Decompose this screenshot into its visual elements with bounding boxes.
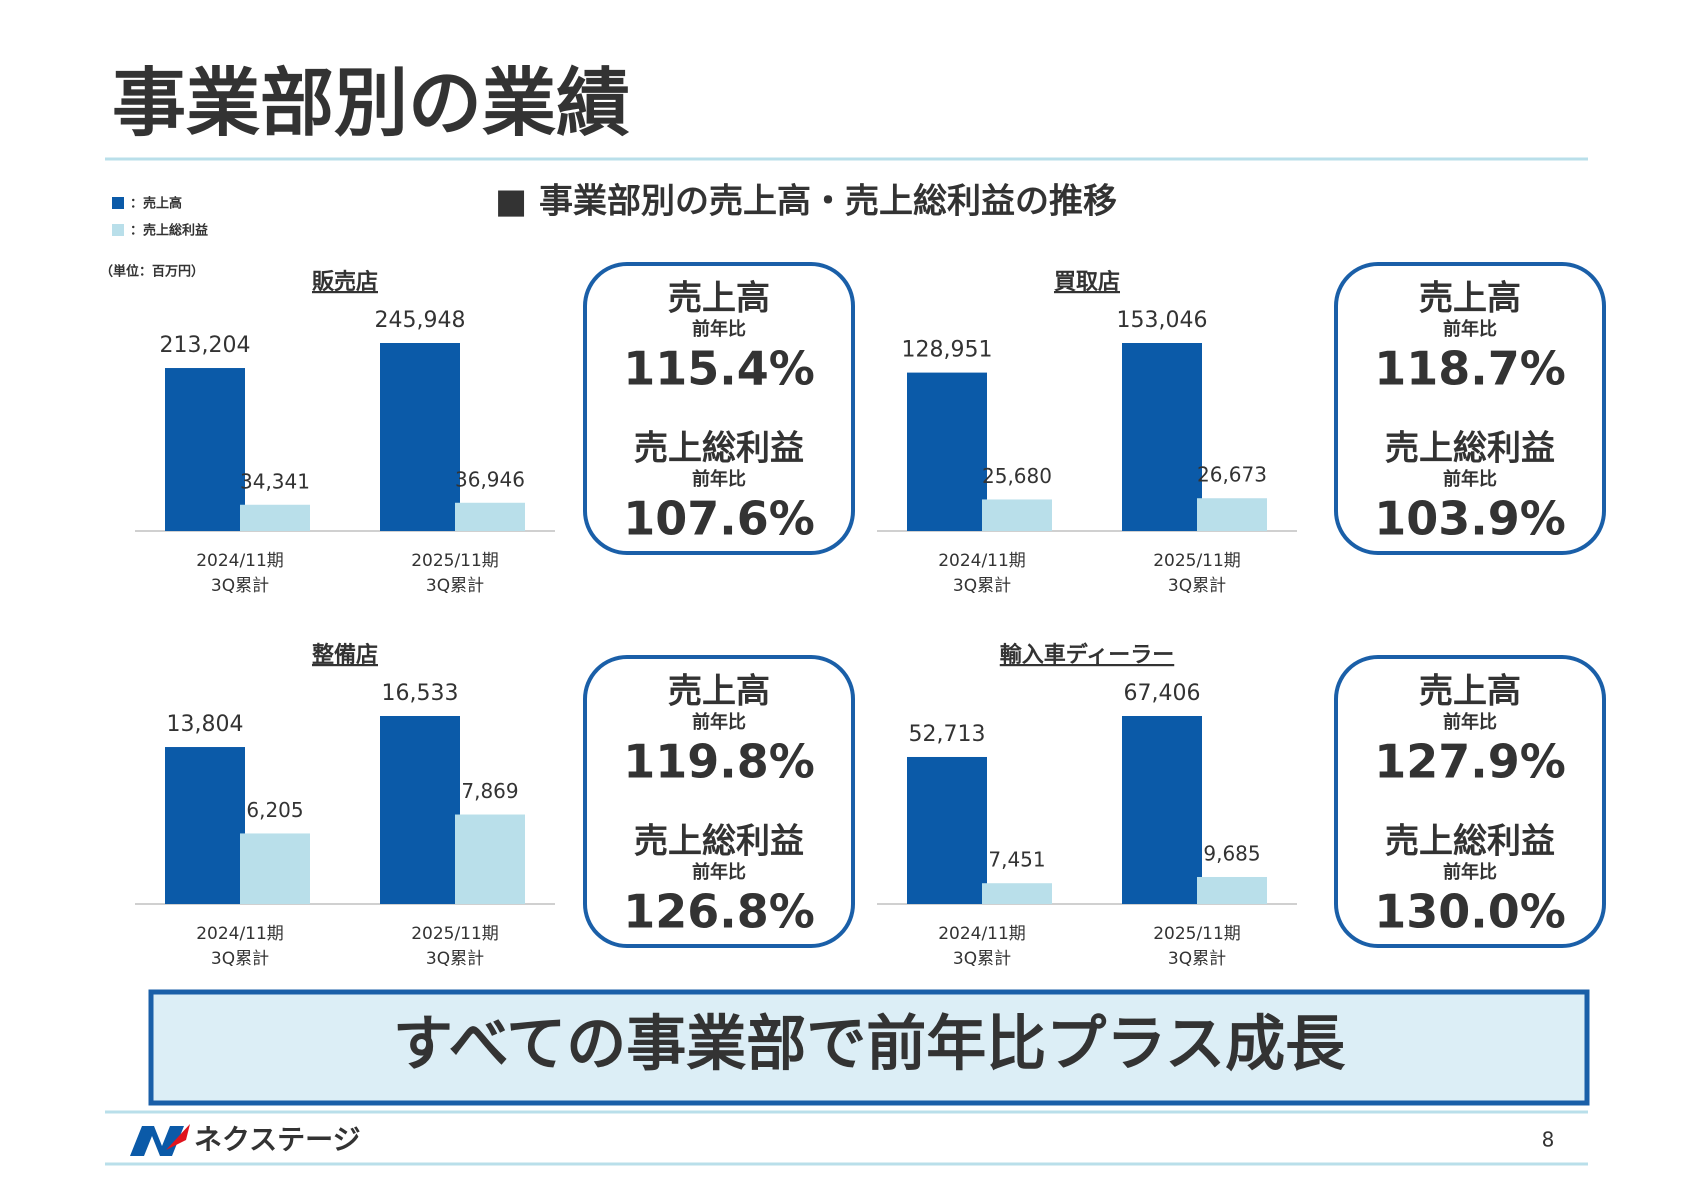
bar: [240, 504, 310, 531]
legend-label: ：売上高: [130, 196, 182, 212]
x-tick-label: 3Q累計: [1168, 949, 1226, 969]
growth-sublabel: 前年比: [1443, 468, 1497, 490]
growth-box: [1334, 655, 1606, 948]
slide-title: 事業部別の業績: [112, 61, 630, 147]
bar: [455, 502, 525, 531]
growth-label: 売上高: [668, 279, 770, 319]
bar: [1122, 716, 1202, 904]
growth-sublabel: 前年比: [1443, 861, 1497, 883]
unit-label: （単位：百万円）: [100, 264, 204, 280]
value-label: 213,204: [160, 333, 251, 358]
bar: [165, 368, 245, 531]
growth-sublabel: 前年比: [692, 468, 746, 490]
growth-sublabel: 前年比: [692, 861, 746, 883]
bar: [982, 883, 1052, 904]
logo-mark: [130, 1126, 184, 1156]
bar: [455, 814, 525, 904]
x-tick-label: 3Q累計: [953, 949, 1011, 969]
value-label: 153,046: [1117, 308, 1208, 333]
x-tick-label: 2024/11期: [196, 924, 284, 944]
x-tick-label: 2025/11期: [1153, 924, 1241, 944]
chart-title: 販売店: [312, 269, 378, 295]
value-label: 7,451: [988, 848, 1045, 872]
growth-label: 売上総利益: [1385, 429, 1555, 469]
bar: [380, 716, 460, 904]
growth-sublabel: 前年比: [692, 711, 746, 733]
x-tick-label: 2025/11期: [411, 924, 499, 944]
legend-label: ：売上総利益: [130, 223, 208, 239]
value-label: 245,948: [375, 308, 466, 333]
bar: [982, 499, 1052, 531]
value-label: 52,713: [909, 722, 986, 747]
x-tick-label: 3Q累計: [426, 949, 484, 969]
value-label: 128,951: [902, 338, 993, 363]
x-tick-label: 3Q累計: [1168, 576, 1226, 596]
x-tick-label: 3Q累計: [953, 576, 1011, 596]
growth-box: [583, 262, 855, 555]
chart-title: 輸入車ディーラー: [1000, 642, 1174, 668]
chart-title: 整備店: [312, 642, 378, 668]
growth-sublabel: 前年比: [1443, 711, 1497, 733]
growth-value: 107.6%: [623, 492, 815, 546]
x-tick-label: 2024/11期: [196, 551, 284, 571]
value-label: 25,680: [982, 464, 1052, 488]
growth-label: 売上総利益: [1385, 822, 1555, 862]
page-number: 8: [1542, 1128, 1555, 1152]
growth-value: 118.7%: [1374, 342, 1566, 396]
x-tick-label: 3Q累計: [211, 949, 269, 969]
value-label: 13,804: [167, 712, 244, 737]
x-tick-label: 3Q累計: [211, 576, 269, 596]
chart-title: 買取店: [1054, 270, 1120, 295]
x-tick-label: 2024/11期: [938, 551, 1026, 571]
bar: [907, 756, 987, 904]
x-tick-label: 2024/11期: [938, 924, 1026, 944]
value-label: 67,406: [1124, 681, 1201, 706]
banner-box: [148, 989, 1590, 1106]
bar: [165, 747, 245, 904]
value-label: 36,946: [455, 467, 525, 491]
logo-text: ネクステージ: [194, 1123, 361, 1156]
x-tick-label: 2025/11期: [1153, 551, 1241, 571]
growth-value: 127.9%: [1374, 735, 1566, 789]
value-label: 26,673: [1197, 463, 1267, 487]
bar: [907, 372, 987, 531]
x-tick-label: 3Q累計: [426, 576, 484, 596]
subtitle: ■ 事業部別の売上高・売上総利益の推移: [495, 182, 1117, 222]
legend-swatch: [112, 197, 124, 209]
bar: [1197, 498, 1267, 531]
logo-accent: [166, 1124, 190, 1150]
growth-label: 売上高: [1419, 279, 1521, 319]
x-tick-label: 2025/11期: [411, 551, 499, 571]
growth-label: 売上総利益: [634, 429, 804, 469]
growth-sublabel: 前年比: [1443, 318, 1497, 340]
value-label: 16,533: [382, 681, 459, 706]
growth-value: 103.9%: [1374, 492, 1566, 546]
value-label: 34,341: [240, 469, 310, 493]
bar: [240, 833, 310, 904]
value-label: 6,205: [246, 798, 303, 822]
growth-value: 130.0%: [1374, 885, 1566, 939]
legend-swatch: [112, 224, 124, 236]
banner-text: すべての事業部で前年比プラス成長: [393, 1010, 1346, 1080]
growth-label: 売上高: [668, 672, 770, 712]
growth-value: 115.4%: [623, 342, 815, 396]
growth-label: 売上総利益: [634, 822, 804, 862]
value-label: 7,869: [461, 779, 518, 803]
bar: [1197, 876, 1267, 904]
bar: [380, 343, 460, 531]
growth-value: 119.8%: [623, 735, 815, 789]
bar: [1122, 343, 1202, 531]
growth-box: [583, 655, 855, 948]
growth-label: 売上高: [1419, 672, 1521, 712]
value-label: 9,685: [1203, 841, 1260, 865]
growth-value: 126.8%: [623, 885, 815, 939]
growth-sublabel: 前年比: [692, 318, 746, 340]
growth-box: [1334, 262, 1606, 555]
